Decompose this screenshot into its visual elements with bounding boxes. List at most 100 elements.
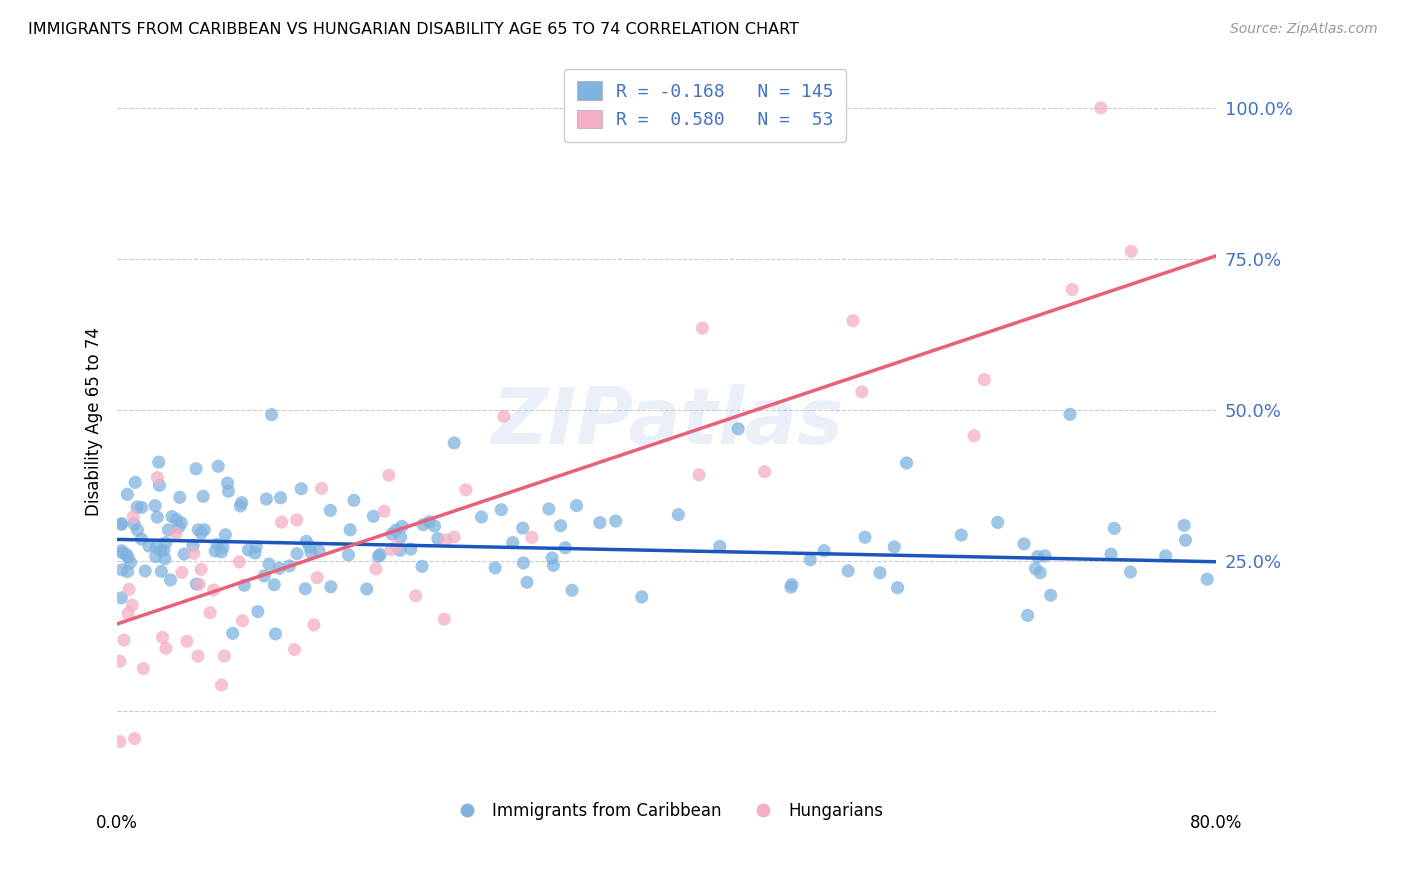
Point bbox=[308, 544, 330, 558]
Text: Source: ZipAtlas.com: Source: ZipAtlas.com bbox=[1230, 22, 1378, 37]
Legend: Immigrants from Caribbean, Hungarians: Immigrants from Caribbean, Hungarians bbox=[444, 795, 890, 826]
Point bbox=[170, 566, 193, 580]
Point bbox=[170, 516, 193, 530]
Point bbox=[148, 455, 170, 469]
Point bbox=[117, 487, 139, 501]
Point bbox=[368, 548, 391, 562]
Point bbox=[169, 491, 191, 505]
Point bbox=[166, 512, 188, 526]
Point bbox=[228, 555, 250, 569]
Point bbox=[190, 562, 212, 576]
Point bbox=[298, 540, 321, 554]
Point bbox=[145, 540, 167, 554]
Point bbox=[294, 582, 316, 596]
Point bbox=[343, 493, 366, 508]
Point bbox=[339, 523, 361, 537]
Point bbox=[963, 428, 986, 442]
Point bbox=[181, 539, 204, 553]
Point bbox=[233, 578, 256, 592]
Text: 0.0%: 0.0% bbox=[96, 814, 138, 832]
Point bbox=[117, 565, 139, 579]
Point bbox=[1039, 588, 1062, 602]
Point bbox=[117, 607, 139, 621]
Point bbox=[896, 456, 918, 470]
Point bbox=[869, 566, 891, 580]
Point bbox=[117, 550, 139, 565]
Point bbox=[754, 465, 776, 479]
Point bbox=[399, 542, 422, 557]
Point bbox=[186, 577, 208, 591]
Point bbox=[1154, 549, 1177, 563]
Point bbox=[183, 546, 205, 560]
Point bbox=[1090, 101, 1112, 115]
Point bbox=[692, 321, 714, 335]
Point bbox=[541, 551, 564, 566]
Point bbox=[1173, 518, 1195, 533]
Point bbox=[204, 544, 226, 558]
Point bbox=[122, 516, 145, 531]
Point bbox=[561, 583, 583, 598]
Point bbox=[837, 564, 859, 578]
Point bbox=[434, 533, 457, 547]
Point bbox=[883, 540, 905, 554]
Point bbox=[688, 467, 710, 482]
Point bbox=[502, 535, 524, 549]
Point bbox=[295, 534, 318, 549]
Point bbox=[1174, 533, 1197, 548]
Point bbox=[118, 582, 141, 597]
Point bbox=[550, 518, 572, 533]
Point bbox=[167, 520, 190, 534]
Point bbox=[727, 422, 749, 436]
Point bbox=[138, 539, 160, 553]
Point bbox=[131, 500, 153, 515]
Point bbox=[385, 539, 408, 553]
Point bbox=[337, 548, 360, 562]
Point bbox=[198, 606, 221, 620]
Point bbox=[1012, 537, 1035, 551]
Point bbox=[381, 527, 404, 541]
Point bbox=[149, 543, 172, 558]
Point bbox=[187, 648, 209, 663]
Point bbox=[211, 678, 233, 692]
Point bbox=[243, 546, 266, 560]
Point bbox=[120, 556, 142, 570]
Point bbox=[589, 516, 612, 530]
Point bbox=[111, 546, 134, 560]
Point bbox=[886, 581, 908, 595]
Point bbox=[405, 589, 427, 603]
Point bbox=[155, 641, 177, 656]
Point bbox=[229, 499, 252, 513]
Point bbox=[193, 523, 215, 537]
Point bbox=[605, 514, 627, 528]
Point bbox=[157, 523, 180, 537]
Point bbox=[214, 527, 236, 541]
Point bbox=[122, 509, 145, 524]
Y-axis label: Disability Age 65 to 74: Disability Age 65 to 74 bbox=[86, 327, 103, 516]
Point bbox=[853, 530, 876, 544]
Text: ZIPatlas: ZIPatlas bbox=[491, 384, 842, 459]
Point bbox=[1033, 549, 1056, 563]
Point bbox=[842, 314, 865, 328]
Point bbox=[666, 508, 689, 522]
Point bbox=[231, 496, 253, 510]
Point bbox=[1197, 572, 1219, 586]
Point bbox=[124, 475, 146, 490]
Point bbox=[146, 470, 169, 484]
Point bbox=[426, 532, 449, 546]
Text: IMMIGRANTS FROM CARIBBEAN VS HUNGARIAN DISABILITY AGE 65 TO 74 CORRELATION CHART: IMMIGRANTS FROM CARIBBEAN VS HUNGARIAN D… bbox=[28, 22, 799, 37]
Point bbox=[380, 542, 402, 557]
Point bbox=[111, 563, 134, 577]
Point bbox=[159, 573, 181, 587]
Point bbox=[319, 503, 342, 517]
Point bbox=[554, 541, 576, 555]
Point bbox=[134, 564, 156, 578]
Point bbox=[184, 462, 207, 476]
Point bbox=[153, 543, 176, 558]
Point bbox=[443, 436, 465, 450]
Point bbox=[302, 618, 325, 632]
Point bbox=[111, 516, 134, 531]
Point bbox=[290, 482, 312, 496]
Point bbox=[150, 565, 173, 579]
Point bbox=[516, 575, 538, 590]
Point bbox=[433, 612, 456, 626]
